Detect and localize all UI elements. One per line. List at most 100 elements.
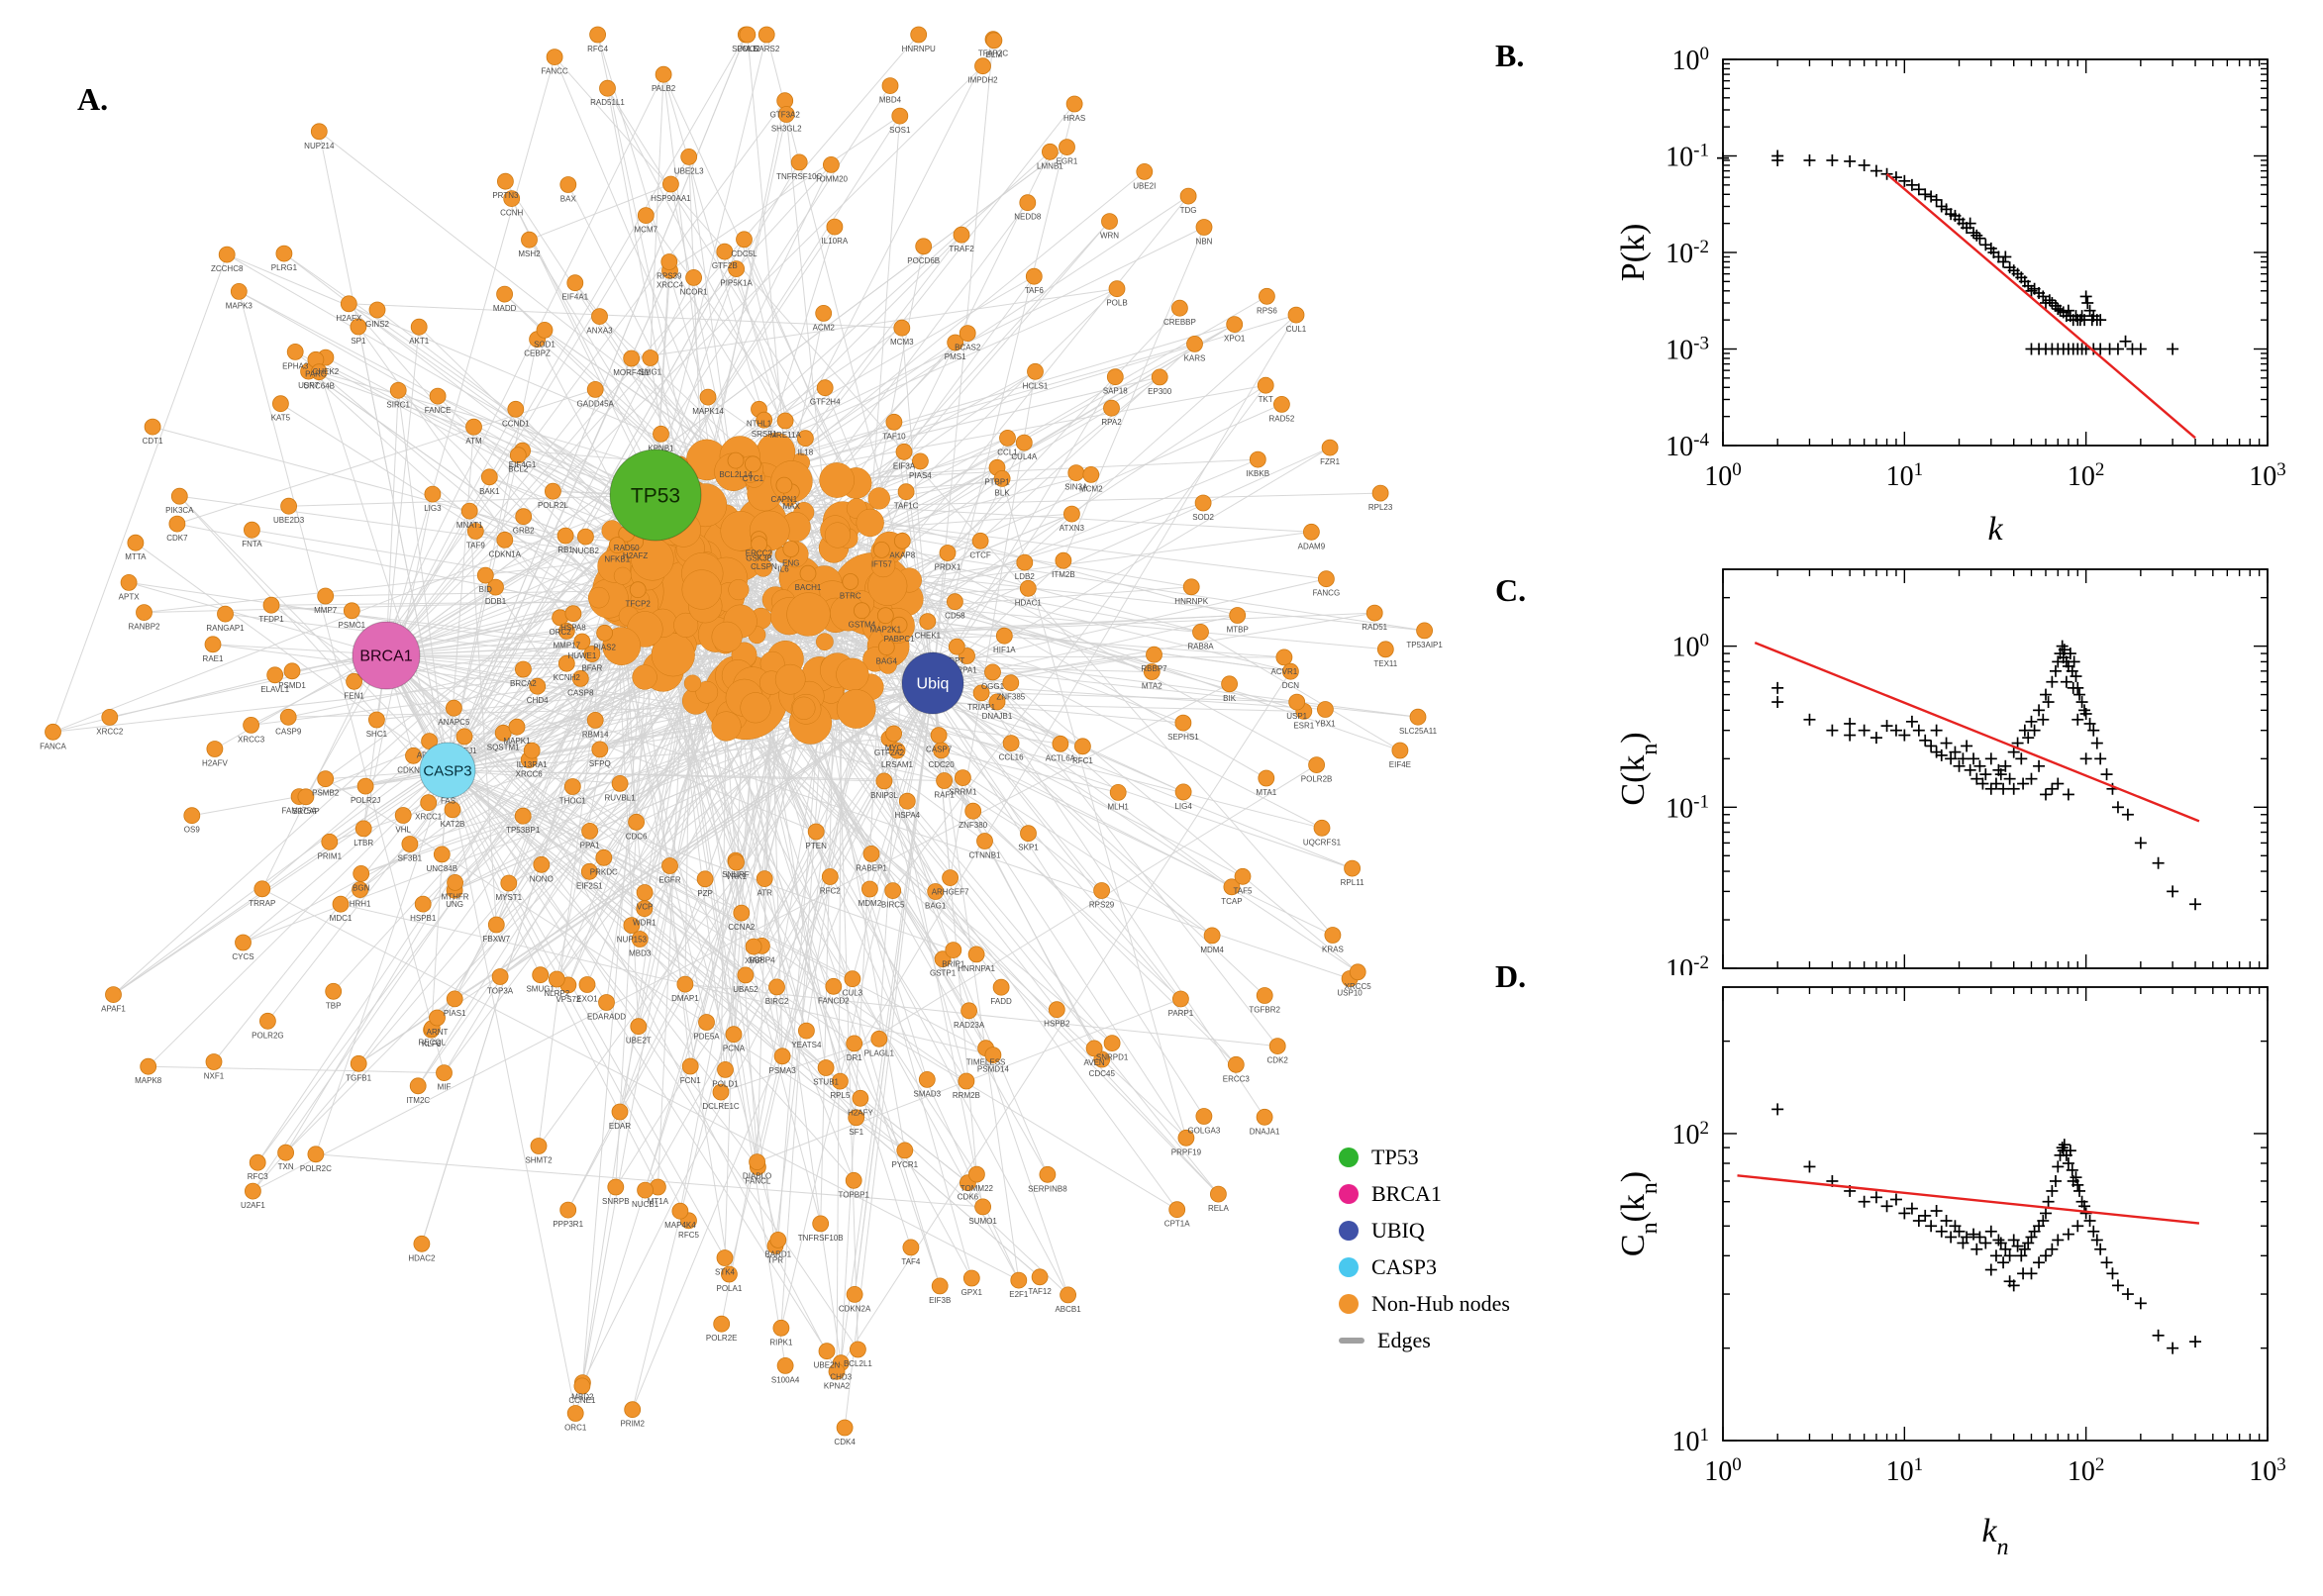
- non-hub-node: [1010, 1271, 1028, 1289]
- gene-label: SRRM1: [949, 788, 977, 797]
- gene-label: NXF1: [204, 1072, 225, 1081]
- non-hub-node: [885, 725, 902, 743]
- axis-tick-label: 100: [1704, 459, 1742, 493]
- gene-label: PYCR1: [891, 1160, 918, 1169]
- gene-label: PPP3R1: [553, 1220, 583, 1229]
- non-hub-node: [902, 1239, 920, 1256]
- gene-label: MAP4K4: [664, 1221, 696, 1230]
- non-hub-node: [728, 260, 745, 278]
- non-hub-node: [168, 515, 186, 533]
- non-hub-node: [826, 218, 844, 236]
- degree-distribution-chart: 100 101 102 103 100 10-1 10-2 10-3 10-4 k P(k): [1615, 44, 2286, 549]
- gene-label: UBE2I: [1133, 181, 1156, 190]
- non-hub-node: [1288, 693, 1306, 711]
- gene-label: RAD51: [1362, 623, 1387, 632]
- hub-label-tp53: TP53: [631, 484, 680, 507]
- non-hub-node: [1059, 139, 1075, 156]
- gene-label: BAX: [560, 195, 577, 204]
- non-hub-node: [591, 308, 608, 326]
- gene-label: TAF12: [1028, 1287, 1052, 1296]
- gene-label: TGFB1: [346, 1073, 371, 1082]
- gene-label: IL18: [798, 449, 814, 457]
- gene-label: GTF2H4: [810, 398, 841, 407]
- non-hub-node: [1103, 1035, 1121, 1051]
- gene-label: MAPK3: [226, 301, 253, 310]
- legend-edge-swatch: [1339, 1338, 1364, 1344]
- non-hub-node: [591, 741, 609, 758]
- non-hub-node: [283, 662, 301, 680]
- gene-label: NFKB1: [604, 555, 630, 564]
- non-hub-node: [275, 245, 293, 262]
- gene-label: EDARADD: [587, 1013, 626, 1022]
- non-hub-node: [637, 1181, 654, 1199]
- axis-ticks: [1722, 986, 2269, 1442]
- non-hub-node: [1174, 714, 1192, 732]
- gene-label: VCP: [637, 903, 653, 912]
- gene-label: GSK3B: [746, 554, 772, 563]
- non-hub-node: [559, 1201, 577, 1219]
- non-hub-node: [854, 602, 870, 620]
- non-hub-node: [354, 820, 372, 838]
- gene-label: XRCC4: [656, 280, 684, 289]
- gene-label: TOP3A: [487, 987, 514, 996]
- non-hub-node: [971, 532, 989, 549]
- non-hub-node: [1194, 494, 1212, 512]
- gene-label: ITM2B: [1052, 570, 1075, 579]
- gene-label: CCNA2: [728, 923, 756, 932]
- non-hub-node: [945, 942, 962, 958]
- gene-label: PIAS2: [593, 643, 616, 651]
- gene-label: TIMELESS: [966, 1058, 1006, 1067]
- non-hub-node: [545, 482, 561, 500]
- non-hub-node: [782, 541, 800, 557]
- gene-label: MCM7: [635, 226, 658, 235]
- gene-label: RAB8A: [1187, 642, 1214, 650]
- non-hub-node: [850, 1341, 866, 1358]
- non-hub-node: [235, 934, 252, 951]
- gene-label: POCD6B: [907, 256, 940, 265]
- gene-label: HSPA4: [894, 811, 920, 820]
- non-hub-node: [828, 1362, 846, 1380]
- gene-label: FANCL: [746, 1177, 771, 1186]
- gene-label: KAT5: [271, 414, 291, 423]
- non-hub-node: [972, 684, 990, 702]
- gene-label: RFC1: [1072, 756, 1093, 765]
- gene-label: ATXN3: [1060, 524, 1085, 533]
- gene-label: MBD3: [629, 949, 652, 958]
- gene-label: CCNE1: [568, 1396, 596, 1405]
- plot-frame: [1722, 986, 2269, 1442]
- gene-label: HSPA8: [560, 624, 586, 633]
- axis-tick-label: 101: [1672, 1425, 1710, 1458]
- gene-label: CLSPN: [751, 562, 777, 571]
- non-hub-node: [758, 26, 775, 44]
- non-hub-node: [728, 853, 745, 871]
- non-hub-node: [548, 970, 565, 988]
- gene-label: SLC25A11: [1399, 727, 1438, 736]
- legend-color-dot: [1339, 1257, 1359, 1277]
- non-hub-node: [136, 604, 152, 621]
- non-hub-node: [105, 986, 122, 1003]
- gene-label: UNG: [446, 900, 463, 909]
- non-hub-node: [1275, 648, 1293, 666]
- gene-label: CDC6: [626, 832, 648, 841]
- non-hub-node: [777, 106, 795, 123]
- non-hub-node: [500, 874, 518, 892]
- gene-label: SNURF: [722, 870, 750, 879]
- non-hub-node: [1221, 675, 1238, 693]
- gene-label: SEPHS1: [1167, 733, 1199, 742]
- axis-tick-label: 102: [1672, 1117, 1710, 1150]
- gene-label: EXO1: [576, 995, 598, 1004]
- gene-label: VHL: [395, 826, 411, 835]
- non-hub-node: [958, 1072, 975, 1090]
- gene-label: CDKN1A: [489, 549, 522, 558]
- non-hub-node: [624, 1401, 642, 1419]
- gene-label: TXN: [278, 1162, 294, 1171]
- gene-label: WRN: [1100, 232, 1119, 241]
- non-hub-node: [611, 775, 629, 792]
- non-hub-node: [559, 176, 577, 193]
- gene-label: RUVBL1: [605, 793, 637, 802]
- gene-label: POLD1: [712, 1079, 739, 1088]
- non-hub-node: [480, 468, 498, 486]
- gene-label: LIG4: [1174, 802, 1192, 811]
- non-hub-node: [1256, 1108, 1273, 1126]
